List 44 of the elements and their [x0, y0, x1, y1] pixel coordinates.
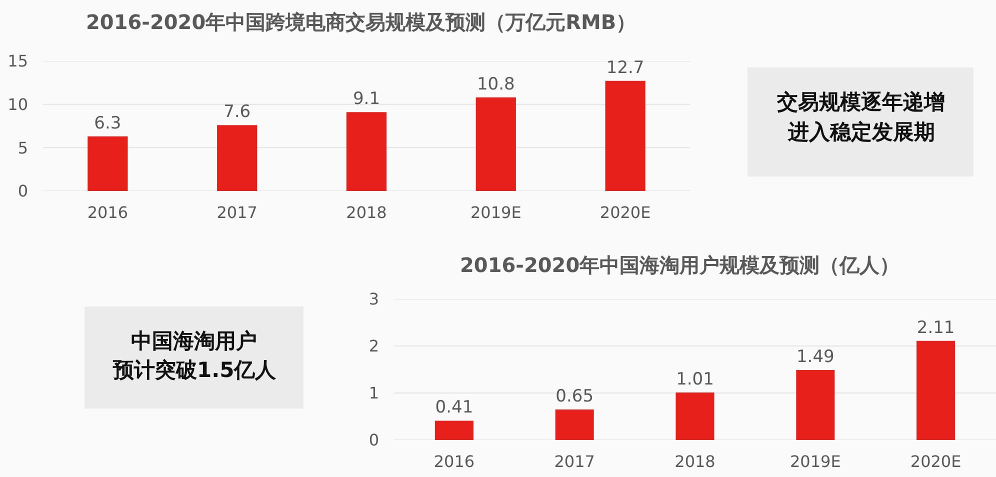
- bar: [796, 370, 835, 440]
- data-label: 2.11: [916, 318, 955, 338]
- bar: [605, 80, 646, 191]
- bar: [346, 112, 387, 191]
- bar: [555, 409, 594, 440]
- data-label: 0.65: [556, 386, 594, 406]
- x-tick-label: 2020E: [910, 452, 962, 471]
- text: 进入稳定发展期: [787, 120, 935, 144]
- x-tick-label: 2020E: [600, 203, 651, 222]
- x-tick-label: 2019E: [470, 203, 522, 222]
- chart-title: 2016-2020年中国跨境电商交易规模及预测（万亿元RMB）: [86, 10, 636, 34]
- data-label: 7.6: [224, 102, 251, 122]
- x-tick-label: 2017: [216, 203, 258, 222]
- y-tick-label: 10: [8, 94, 28, 114]
- y-tick-label: 5: [18, 138, 28, 158]
- y-tick-label: 0: [18, 182, 28, 201]
- x-tick-label: 2018: [674, 452, 716, 471]
- data-label: 10.8: [476, 74, 515, 94]
- y-tick-label: 0: [368, 430, 379, 450]
- y-tick-label: 15: [8, 52, 28, 71]
- bar: [916, 340, 956, 440]
- data-label: 1.01: [676, 370, 714, 390]
- data-label: 0.41: [435, 398, 474, 418]
- bar: [676, 392, 714, 440]
- bar: [217, 125, 258, 191]
- data-label: 12.7: [606, 58, 644, 78]
- x-tick-label: 2019E: [790, 452, 841, 471]
- x-tick-label: 2018: [346, 203, 387, 222]
- bar: [476, 97, 516, 191]
- y-tick-label: 1: [368, 384, 379, 403]
- y-tick-label: 3: [368, 290, 379, 309]
- data-label: 1.49: [796, 346, 834, 367]
- chart-title: 2016-2020年中国海淘用户规模及预测（亿人）: [460, 253, 900, 277]
- x-tick-label: 2016: [87, 203, 128, 222]
- text: 中国海淘用户: [131, 328, 257, 353]
- x-tick-label: 2016: [434, 452, 475, 471]
- data-label: 6.3: [94, 113, 122, 134]
- x-tick-label: 2017: [554, 452, 595, 471]
- data-label: 9.1: [352, 89, 380, 110]
- bar: [88, 136, 128, 191]
- bar: [434, 420, 474, 440]
- y-tick-label: 2: [368, 336, 379, 356]
- text: 交易规模逐年递增: [776, 90, 945, 114]
- text: 预计突破1.5亿人: [112, 358, 278, 382]
